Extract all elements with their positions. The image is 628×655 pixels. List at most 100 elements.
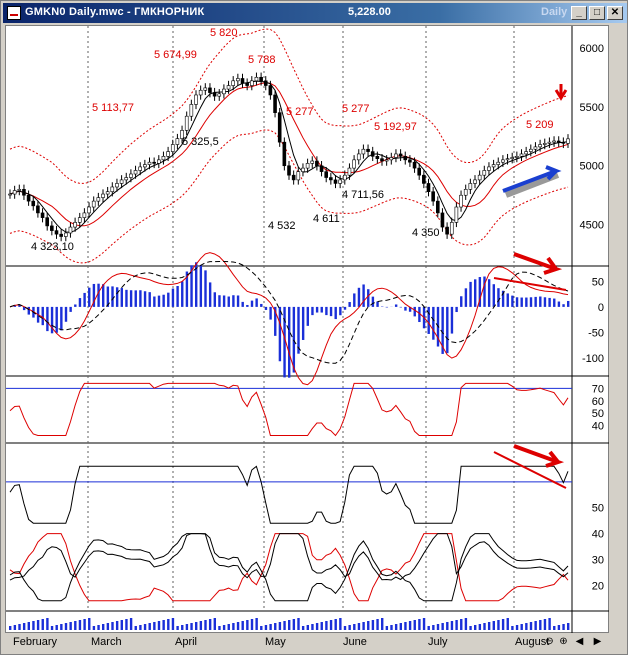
- candle-body: [254, 76, 259, 82]
- volume-bar: [218, 626, 221, 630]
- volume-bar: [450, 621, 454, 630]
- candle-body: [305, 163, 310, 169]
- month-label: February: [13, 636, 58, 648]
- volume-bar: [548, 618, 551, 630]
- macd-bar: [329, 306, 333, 317]
- candle-body: [133, 170, 138, 175]
- maximize-button[interactable]: □: [589, 6, 605, 20]
- macd-bar: [446, 306, 449, 354]
- volume-bar: [478, 624, 482, 630]
- macd-bar: [567, 300, 570, 307]
- price-annotation: 5 113,77: [92, 102, 134, 114]
- volume-bar: [511, 626, 514, 630]
- macd-bar: [413, 306, 416, 317]
- scroll-right-icon[interactable]: ▶: [593, 636, 602, 647]
- volume-bar: [199, 621, 203, 630]
- volume-bar: [83, 619, 86, 630]
- macd-bar: [22, 306, 26, 311]
- candle-body: [240, 78, 245, 84]
- macd-bar: [306, 306, 309, 326]
- month-label: July: [428, 636, 448, 648]
- macd-bar: [311, 306, 314, 316]
- zoom-out-icon[interactable]: ⊖: [545, 636, 554, 647]
- macd-bar: [320, 306, 323, 313]
- candle-body: [329, 177, 333, 181]
- lower-band-line: [9, 129, 569, 264]
- macd-bar: [557, 301, 561, 307]
- macd-bar: [60, 306, 63, 331]
- volume-bar: [167, 619, 170, 630]
- macd-bar: [553, 298, 556, 307]
- macd-bar: [199, 265, 203, 307]
- candle-body: [459, 194, 463, 208]
- macd-bar: [46, 306, 49, 332]
- volume-bar: [32, 621, 35, 630]
- scroll-left-icon[interactable]: ◀: [575, 636, 584, 647]
- volume-bar: [9, 626, 12, 630]
- volume-bar: [348, 625, 351, 630]
- macd-bar: [111, 286, 114, 307]
- month-label: June: [343, 636, 367, 648]
- candle-body: [403, 156, 408, 161]
- macd-bar: [50, 306, 54, 334]
- macd-bar: [83, 292, 86, 307]
- volume-bar: [408, 621, 412, 630]
- candle-body: [259, 76, 263, 82]
- macd-bar: [269, 306, 272, 320]
- volume-bar: [264, 625, 268, 630]
- candle-body: [338, 179, 342, 184]
- volume-bar: [41, 619, 44, 630]
- macd-bar: [255, 298, 258, 307]
- volume-bar: [329, 620, 333, 630]
- macd-bar: [539, 296, 542, 307]
- volume-bar: [455, 620, 458, 630]
- candle-body: [394, 153, 398, 158]
- zoom-in-icon[interactable]: ⊕: [559, 636, 568, 647]
- macd-bar: [283, 306, 286, 378]
- macd-bar: [162, 294, 165, 307]
- candle-body: [310, 160, 315, 164]
- month-label: April: [175, 636, 198, 648]
- candle-body: [282, 141, 287, 167]
- month-label: August: [515, 636, 550, 648]
- macd-tick-label: -100: [582, 353, 604, 365]
- macd-bar: [227, 296, 230, 307]
- minimize-button[interactable]: _: [571, 6, 587, 20]
- candle-body: [296, 171, 301, 181]
- close-button[interactable]: ✕: [607, 6, 623, 20]
- right-scroll-gutter: [609, 25, 625, 633]
- candle-body: [143, 164, 147, 168]
- candle-body: [277, 112, 282, 143]
- oscillator-tick-label: 40: [592, 529, 604, 541]
- volume-bar: [129, 618, 133, 630]
- candle-body: [226, 85, 231, 90]
- candle-body: [496, 161, 501, 165]
- volume-bar: [222, 625, 226, 630]
- price-annotation: 4 350: [412, 227, 440, 239]
- volume-bar: [525, 623, 528, 630]
- candle-body: [22, 189, 26, 196]
- macd-bar: [102, 284, 105, 307]
- macd-bar: [139, 290, 142, 307]
- macd-bar: [357, 287, 361, 307]
- volume-bar: [157, 621, 161, 630]
- candle-body: [31, 200, 36, 207]
- candle-body: [26, 194, 31, 202]
- candle-body: [82, 212, 87, 218]
- volume-bar: [469, 626, 472, 630]
- candle-body: [561, 141, 566, 144]
- volume-bar: [227, 624, 230, 630]
- macd-bar: [213, 292, 216, 307]
- candle-body: [342, 174, 347, 181]
- macd-bar: [250, 300, 254, 307]
- macd-bar: [515, 297, 519, 307]
- chart-area[interactable]: 6000 5500 5000 4500 5 820 5 674,99 5 788 5 113,…: [5, 25, 610, 634]
- candle-body: [17, 189, 22, 191]
- volume-bar: [529, 622, 533, 630]
- title-bar[interactable]: GMKN0 Daily.mwc - ГМКНОРНИК 5,228.00 Dai…: [3, 3, 627, 23]
- volume-bar: [399, 623, 402, 630]
- volume-bar: [343, 626, 347, 630]
- candle-body: [538, 144, 542, 148]
- candle-body: [110, 186, 115, 192]
- candle-body: [170, 144, 175, 152]
